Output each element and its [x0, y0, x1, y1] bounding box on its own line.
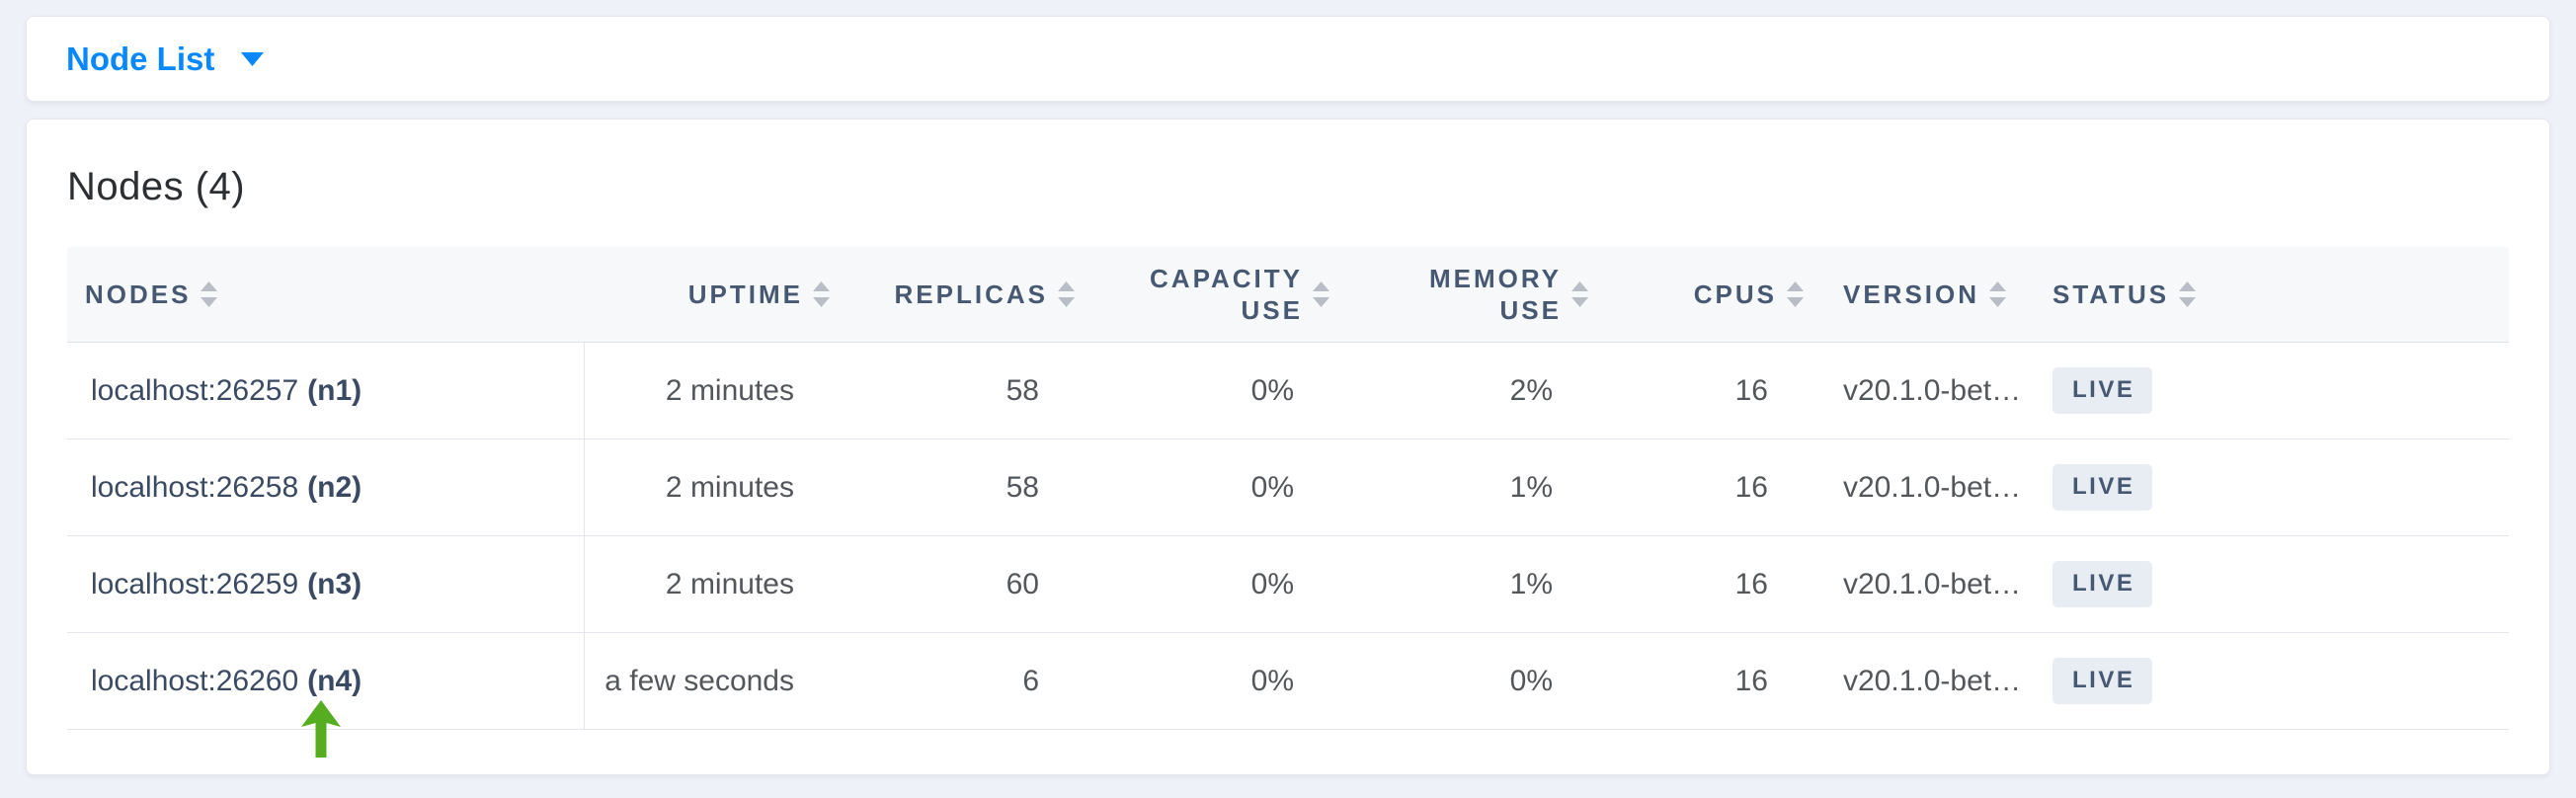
- node-address-cell: localhost:26258 (n2): [67, 439, 585, 535]
- status-badge: LIVE: [2053, 657, 2153, 705]
- status-cell: LIVE: [2033, 536, 2270, 632]
- node-address: localhost:26260: [91, 664, 299, 697]
- table-row-n1[interactable]: localhost:26257 (n1) 2 minutes 58 0% 2% …: [67, 343, 2509, 439]
- uptime-cell: 2 minutes: [665, 567, 794, 600]
- row-spacer: [2270, 343, 2509, 439]
- uptime-cell: 2 minutes: [665, 470, 794, 504]
- replicas-cell: 6: [1022, 664, 1039, 697]
- sort-icon: [1571, 280, 1588, 307]
- sort-icon: [1313, 280, 1329, 307]
- cpus-cell: 16: [1734, 567, 1768, 600]
- table-row-n2[interactable]: localhost:26258 (n2) 2 minutes 58 0% 1% …: [67, 439, 2509, 536]
- column-header-label: STATUS: [2053, 279, 2170, 309]
- status-cell: LIVE: [2033, 439, 2270, 535]
- column-header-nodes[interactable]: NODES: [67, 247, 585, 342]
- capacity-use-cell: 0%: [1250, 373, 1294, 407]
- memory-use-cell: 1%: [1509, 567, 1553, 600]
- column-header-label: VERSION: [1843, 279, 1980, 309]
- column-header-cpus[interactable]: CPUS: [1608, 247, 1823, 342]
- memory-use-cell: 2%: [1509, 373, 1553, 407]
- capacity-use-cell: 0%: [1250, 567, 1294, 600]
- chevron-down-icon: [241, 51, 265, 66]
- cpus-cell: 16: [1734, 664, 1768, 697]
- node-address: localhost:26259: [91, 567, 299, 600]
- sort-icon: [1058, 280, 1075, 307]
- replicas-cell: 58: [1006, 373, 1039, 407]
- node-address-cell: localhost:26257 (n1): [67, 343, 585, 439]
- row-spacer: [2270, 536, 2509, 632]
- sort-icon: [2179, 280, 2197, 307]
- up-arrow-annotation-icon: [301, 700, 341, 758]
- column-header-label: NODES: [85, 279, 192, 309]
- node-address: localhost:26257: [91, 373, 299, 407]
- table-header-row: NODES UPTIME REPLICAS CAPACITY USE MEMOR…: [67, 247, 2509, 343]
- nodes-panel: Nodes (4) NODES UPTIME REPLICAS CAPACITY…: [26, 119, 2550, 775]
- sort-icon: [1989, 280, 2007, 307]
- column-header-capacity-use[interactable]: CAPACITY USE: [1094, 247, 1349, 342]
- view-selector-bar: Node List: [26, 16, 2550, 102]
- column-header-label: MEMORY USE: [1428, 263, 1562, 326]
- node-id: (n1): [307, 373, 362, 407]
- column-header-label: UPTIME: [687, 279, 803, 309]
- memory-use-cell: 1%: [1509, 470, 1553, 504]
- version-cell: v20.1.0-bet…: [1843, 664, 2022, 697]
- row-spacer: [2270, 439, 2509, 535]
- version-cell: v20.1.0-bet…: [1843, 470, 2022, 504]
- sort-icon: [813, 280, 830, 307]
- version-cell: v20.1.0-bet…: [1843, 373, 2022, 407]
- cpus-cell: 16: [1734, 470, 1768, 504]
- node-id: (n3): [307, 567, 362, 600]
- memory-use-cell: 0%: [1509, 664, 1553, 697]
- column-header-label: CAPACITY USE: [1150, 263, 1303, 326]
- status-badge: LIVE: [2053, 560, 2153, 608]
- uptime-cell: a few seconds: [604, 664, 794, 697]
- uptime-cell: 2 minutes: [665, 373, 794, 407]
- cpus-cell: 16: [1734, 373, 1768, 407]
- status-badge: LIVE: [2053, 366, 2153, 415]
- replicas-cell: 60: [1006, 567, 1039, 600]
- table-row-n4[interactable]: localhost:26260 (n4) a few seconds 6 0% …: [67, 633, 2509, 730]
- replicas-cell: 58: [1006, 470, 1039, 504]
- node-list-dropdown-label: Node List: [66, 40, 215, 77]
- node-list-dropdown[interactable]: Node List: [66, 40, 265, 78]
- column-header-version[interactable]: VERSION: [1823, 247, 2033, 342]
- version-cell: v20.1.0-bet…: [1843, 567, 2022, 600]
- status-cell: LIVE: [2033, 343, 2270, 439]
- column-header-uptime[interactable]: UPTIME: [585, 247, 849, 342]
- node-id: (n4): [307, 664, 362, 697]
- table-row-n3[interactable]: localhost:26259 (n3) 2 minutes 60 0% 1% …: [67, 536, 2509, 633]
- sort-icon: [201, 280, 218, 307]
- column-header-label: CPUS: [1693, 279, 1777, 309]
- nodes-table: NODES UPTIME REPLICAS CAPACITY USE MEMOR…: [67, 247, 2509, 730]
- status-badge: LIVE: [2053, 463, 2153, 512]
- status-cell: LIVE: [2033, 633, 2270, 729]
- node-address: localhost:26258: [91, 470, 299, 504]
- node-id: (n2): [307, 470, 362, 504]
- capacity-use-cell: 0%: [1250, 470, 1294, 504]
- column-header-spacer: [2270, 247, 2509, 342]
- column-header-replicas[interactable]: REPLICAS: [849, 247, 1094, 342]
- node-address-cell: localhost:26259 (n3): [67, 536, 585, 632]
- row-spacer: [2270, 633, 2509, 729]
- capacity-use-cell: 0%: [1250, 664, 1294, 697]
- column-header-memory-use[interactable]: MEMORY USE: [1349, 247, 1608, 342]
- sort-icon: [1787, 280, 1804, 307]
- column-header-label: REPLICAS: [894, 279, 1048, 309]
- column-header-status[interactable]: STATUS: [2033, 247, 2270, 342]
- page-title: Nodes (4): [67, 165, 246, 208]
- node-address-cell: localhost:26260 (n4): [67, 633, 585, 729]
